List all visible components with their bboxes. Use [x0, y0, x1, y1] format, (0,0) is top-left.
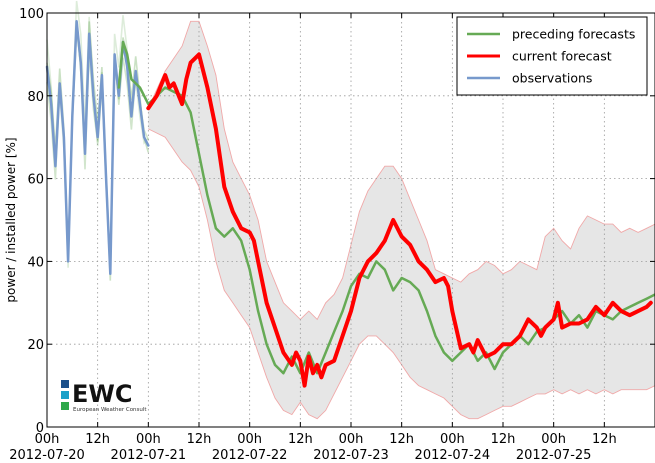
- x-tick-label: 12h: [85, 432, 110, 447]
- logo-square-top: [61, 380, 69, 388]
- series-line-current-forecast: [146, 52, 653, 388]
- x-date-label: 2012-07-24: [415, 448, 491, 463]
- logo-square-bottom: [61, 402, 69, 410]
- ewc-logo: EWC European Weather Consult: [61, 380, 147, 413]
- logo-name: EWC: [72, 380, 132, 408]
- y-tick-label: 40: [27, 255, 44, 270]
- y-tick-label: 100: [19, 7, 44, 22]
- x-date-label: 2012-07-21: [111, 448, 187, 463]
- y-tick-label: 0: [36, 421, 44, 436]
- x-tick-label: 00h: [440, 432, 465, 447]
- legend: preceding forecasts current forecast obs…: [456, 16, 648, 96]
- x-tick-label: 00h: [237, 432, 262, 447]
- band-upper-edge: [147, 20, 655, 321]
- x-date-label: 2012-07-25: [516, 448, 592, 463]
- legend-label-observations: observations: [512, 71, 592, 86]
- x-tick-label: 12h: [389, 432, 414, 447]
- x-tick-label: 12h: [187, 432, 212, 447]
- band-lower-edge: [148, 128, 655, 420]
- x-date-label: 2012-07-20: [9, 448, 85, 463]
- faint-forecast-line: [46, 21, 150, 281]
- y-axis-label: power / installed power [%]: [4, 137, 18, 302]
- y-tick-label: 60: [27, 173, 44, 188]
- x-tick-labels: 00h 12h 00h 12h 00h 12h 00h 12h 00h 12h 00h 12h: [35, 432, 617, 447]
- legend-label-current-forecast: current forecast: [512, 49, 612, 64]
- x-tick-label: 12h: [592, 432, 617, 447]
- y-tick-label: 20: [27, 338, 44, 353]
- axis-ticks: [46, 12, 655, 428]
- y-tick-labels: 0 20 40 60 80 100: [19, 7, 44, 436]
- x-date-label: 2012-07-22: [212, 448, 288, 463]
- legend-label-preceding-forecasts: preceding forecasts: [512, 27, 635, 42]
- series-lines: [45, 20, 655, 388]
- x-tick-label: 00h: [339, 432, 364, 447]
- x-tick-label: 12h: [491, 432, 516, 447]
- series-line-preceding-forecasts: [117, 40, 655, 375]
- y-tick-label: 80: [27, 90, 44, 105]
- logo-square-middle: [61, 391, 69, 399]
- x-tick-label: 12h: [288, 432, 313, 447]
- x-tick-label: 00h: [541, 432, 566, 447]
- x-tick-label: 00h: [136, 432, 161, 447]
- x-date-label: 2012-07-23: [313, 448, 389, 463]
- x-date-labels: 2012-07-20 2012-07-21 2012-07-22 2012-07-23…: [9, 448, 591, 463]
- x-tick-label: 00h: [35, 432, 60, 447]
- logo-subtitle: European Weather Consult: [73, 407, 147, 413]
